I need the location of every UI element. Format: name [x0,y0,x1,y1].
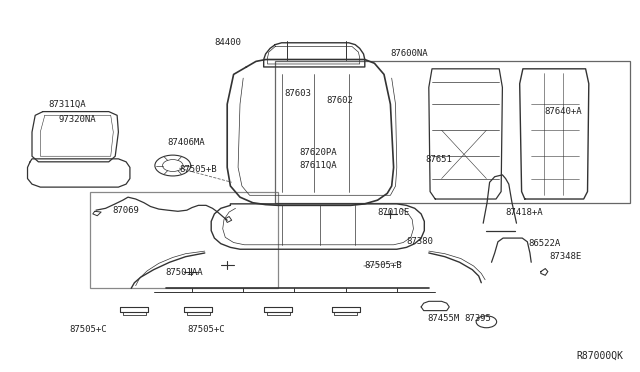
Bar [275,61,630,203]
Text: 87380: 87380 [406,237,433,246]
Text: 87505+C: 87505+C [188,325,225,334]
Text: 87069: 87069 [112,206,139,215]
Text: 87418+A: 87418+A [506,208,543,217]
Text: R87000QK: R87000QK [576,350,623,360]
Bar [90,192,278,288]
Text: 87010E: 87010E [378,208,410,217]
Text: 87455M: 87455M [428,314,460,323]
Text: 84400: 84400 [214,38,241,47]
Text: 87620PA: 87620PA [300,148,337,157]
Text: 87603: 87603 [285,89,312,97]
Text: 87501AA: 87501AA [165,268,203,277]
Text: 87505+B: 87505+B [179,165,217,174]
Text: 87651: 87651 [426,155,452,164]
Text: 86522A: 86522A [528,239,560,248]
Text: 87395: 87395 [464,314,491,323]
Text: 87600NA: 87600NA [390,49,428,58]
Text: 87611QA: 87611QA [300,161,337,170]
Text: 87311QA: 87311QA [48,100,86,109]
Text: 87406MA: 87406MA [168,138,205,147]
Text: 87505+C: 87505+C [69,325,107,334]
Text: 87505+B: 87505+B [365,262,403,270]
Text: 87640+A: 87640+A [544,107,582,116]
Text: 87602: 87602 [326,96,353,105]
Text: 97320NA: 97320NA [59,115,97,124]
Text: 87348E: 87348E [549,252,581,261]
